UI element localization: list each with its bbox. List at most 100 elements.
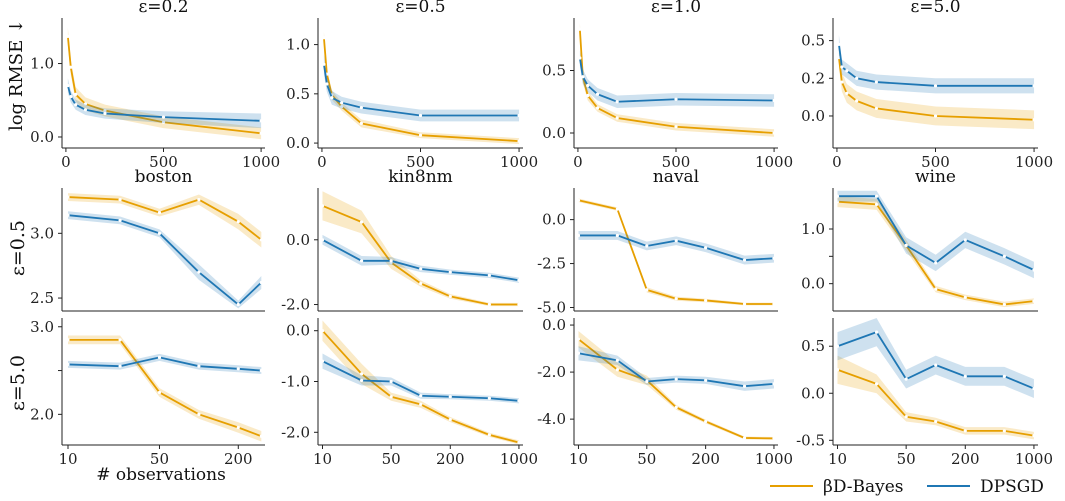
ci-band-bdbayes — [322, 191, 519, 307]
x-tick-label: 500 — [662, 153, 691, 171]
data-point-dpsgd — [840, 65, 844, 69]
data-point-dpsgd — [835, 344, 840, 348]
data-point-dpsgd — [581, 75, 585, 79]
series-line-bdbayes — [578, 199, 774, 305]
data-point-dpsgd — [772, 256, 776, 260]
data-point-bdbayes — [517, 440, 521, 445]
panel-7: wine 0.0 1.0 — [801, 167, 1038, 312]
y-axis-label: log RMSE ↓ — [6, 19, 27, 131]
data-point-bdbayes — [448, 294, 452, 299]
data-point-dpsgd — [645, 379, 649, 384]
x-tick-label: 1000 — [242, 153, 280, 171]
x-tick-label: 10 — [58, 450, 77, 468]
data-point-bdbayes — [874, 106, 878, 111]
data-point-bdbayes — [835, 200, 840, 204]
data-point-bdbayes — [615, 368, 619, 372]
y-tick-label: 0.0 — [286, 231, 310, 249]
data-point-dpsgd — [66, 213, 70, 217]
data-point-bdbayes — [157, 390, 162, 395]
data-point-bdbayes — [259, 434, 263, 438]
data-point-bdbayes — [874, 202, 879, 206]
y-tick-label: -2.0 — [537, 363, 566, 381]
data-point-bdbayes — [845, 91, 849, 95]
x-tick-label: 200 — [691, 450, 720, 468]
x-tick-label: 500 — [406, 153, 435, 171]
data-point-bdbayes — [1032, 118, 1036, 122]
data-point-dpsgd — [934, 363, 938, 367]
data-point-bdbayes — [904, 415, 908, 419]
x-tick-label: 50 — [150, 450, 169, 468]
ci-band-bdbayes — [67, 335, 262, 442]
ci-band-dpsgd — [579, 50, 775, 108]
panel-5: kin8nm -2.0 0.0 — [281, 167, 523, 314]
data-point-bdbayes — [874, 382, 879, 386]
data-point-dpsgd — [874, 194, 879, 198]
data-point-dpsgd — [595, 92, 600, 96]
series-line-dpsgd — [67, 214, 262, 306]
row-label-eps-0.5: ε=0.5 — [7, 220, 29, 276]
data-point-bdbayes — [1002, 302, 1006, 307]
data-point-bdbayes — [359, 372, 364, 376]
series-line-bdbayes — [323, 37, 520, 143]
data-point-bdbayes — [389, 395, 393, 399]
data-point-dpsgd — [157, 231, 162, 235]
y-tick-label: 0.0 — [30, 128, 54, 146]
data-point-bdbayes — [840, 80, 844, 84]
x-axis-label: # observations — [96, 465, 226, 485]
data-point-dpsgd — [419, 394, 423, 398]
y-tick-label: 0.5 — [542, 62, 566, 80]
ci-band-bdbayes — [322, 320, 519, 445]
data-point-dpsgd — [236, 367, 240, 371]
data-point-dpsgd — [835, 194, 840, 198]
panel-3: ε=5.0 0.0 0.2 0.5 0 500 1000 — [801, 0, 1053, 171]
data-point-dpsgd — [325, 82, 329, 86]
ci-band-dpsgd — [67, 211, 262, 309]
panel-11: -0.5 0.0 0.5 10 50 200 1000 — [796, 318, 1053, 468]
data-point-dpsgd — [576, 233, 581, 238]
panel-title: ε=0.5 — [395, 0, 445, 17]
data-point-bdbayes — [1032, 299, 1036, 303]
row-label-eps-5.0: ε=5.0 — [7, 355, 29, 411]
y-tick-label: -0.5 — [796, 431, 825, 449]
data-point-bdbayes — [259, 238, 263, 242]
x-tick-label: 10 — [313, 450, 332, 468]
ci-band-bdbayes — [837, 196, 1034, 308]
y-tick-label: 0.2 — [801, 69, 825, 87]
y-tick-label: 0.0 — [801, 384, 825, 402]
data-point-bdbayes — [340, 105, 344, 109]
data-point-bdbayes — [742, 302, 747, 306]
data-point-dpsgd — [389, 379, 393, 384]
y-tick-label: -1.0 — [281, 373, 310, 391]
data-point-bdbayes — [418, 133, 423, 137]
data-point-dpsgd — [320, 238, 325, 242]
data-point-bdbayes — [197, 198, 201, 202]
data-point-bdbayes — [934, 419, 938, 424]
data-point-dpsgd — [742, 258, 747, 262]
data-point-dpsgd — [340, 101, 344, 105]
data-point-dpsgd — [772, 98, 776, 103]
data-point-bdbayes — [74, 92, 78, 96]
panel-6: naval -5.0 -2.5 0.0 — [537, 167, 778, 316]
y-tick-label: 1.0 — [801, 220, 825, 238]
data-point-bdbayes — [576, 198, 581, 202]
data-point-bdbayes — [742, 436, 747, 440]
data-point-dpsgd — [615, 100, 619, 104]
panel-10: -4.0 -2.0 0.0 10 50 200 1000 — [537, 316, 793, 468]
data-point-bdbayes — [259, 131, 263, 135]
data-point-dpsgd — [576, 351, 581, 355]
data-point-dpsgd — [645, 244, 649, 248]
series-line-bdbayes — [67, 338, 262, 438]
y-tick-label: 0.0 — [542, 124, 566, 142]
panel-title: naval — [653, 167, 699, 187]
data-point-bdbayes — [103, 108, 107, 113]
data-point-dpsgd — [330, 96, 334, 100]
x-tick-label: 1000 — [500, 450, 538, 468]
data-point-bdbayes — [963, 295, 967, 299]
ci-band-dpsgd — [67, 353, 262, 375]
data-point-bdbayes — [419, 402, 423, 406]
panel-0: ε=0.2 0.0 1.0 0 500 1000 — [30, 0, 280, 171]
data-point-bdbayes — [83, 102, 88, 106]
y-tick-label: 1.0 — [30, 55, 54, 73]
data-point-bdbayes — [595, 106, 600, 110]
